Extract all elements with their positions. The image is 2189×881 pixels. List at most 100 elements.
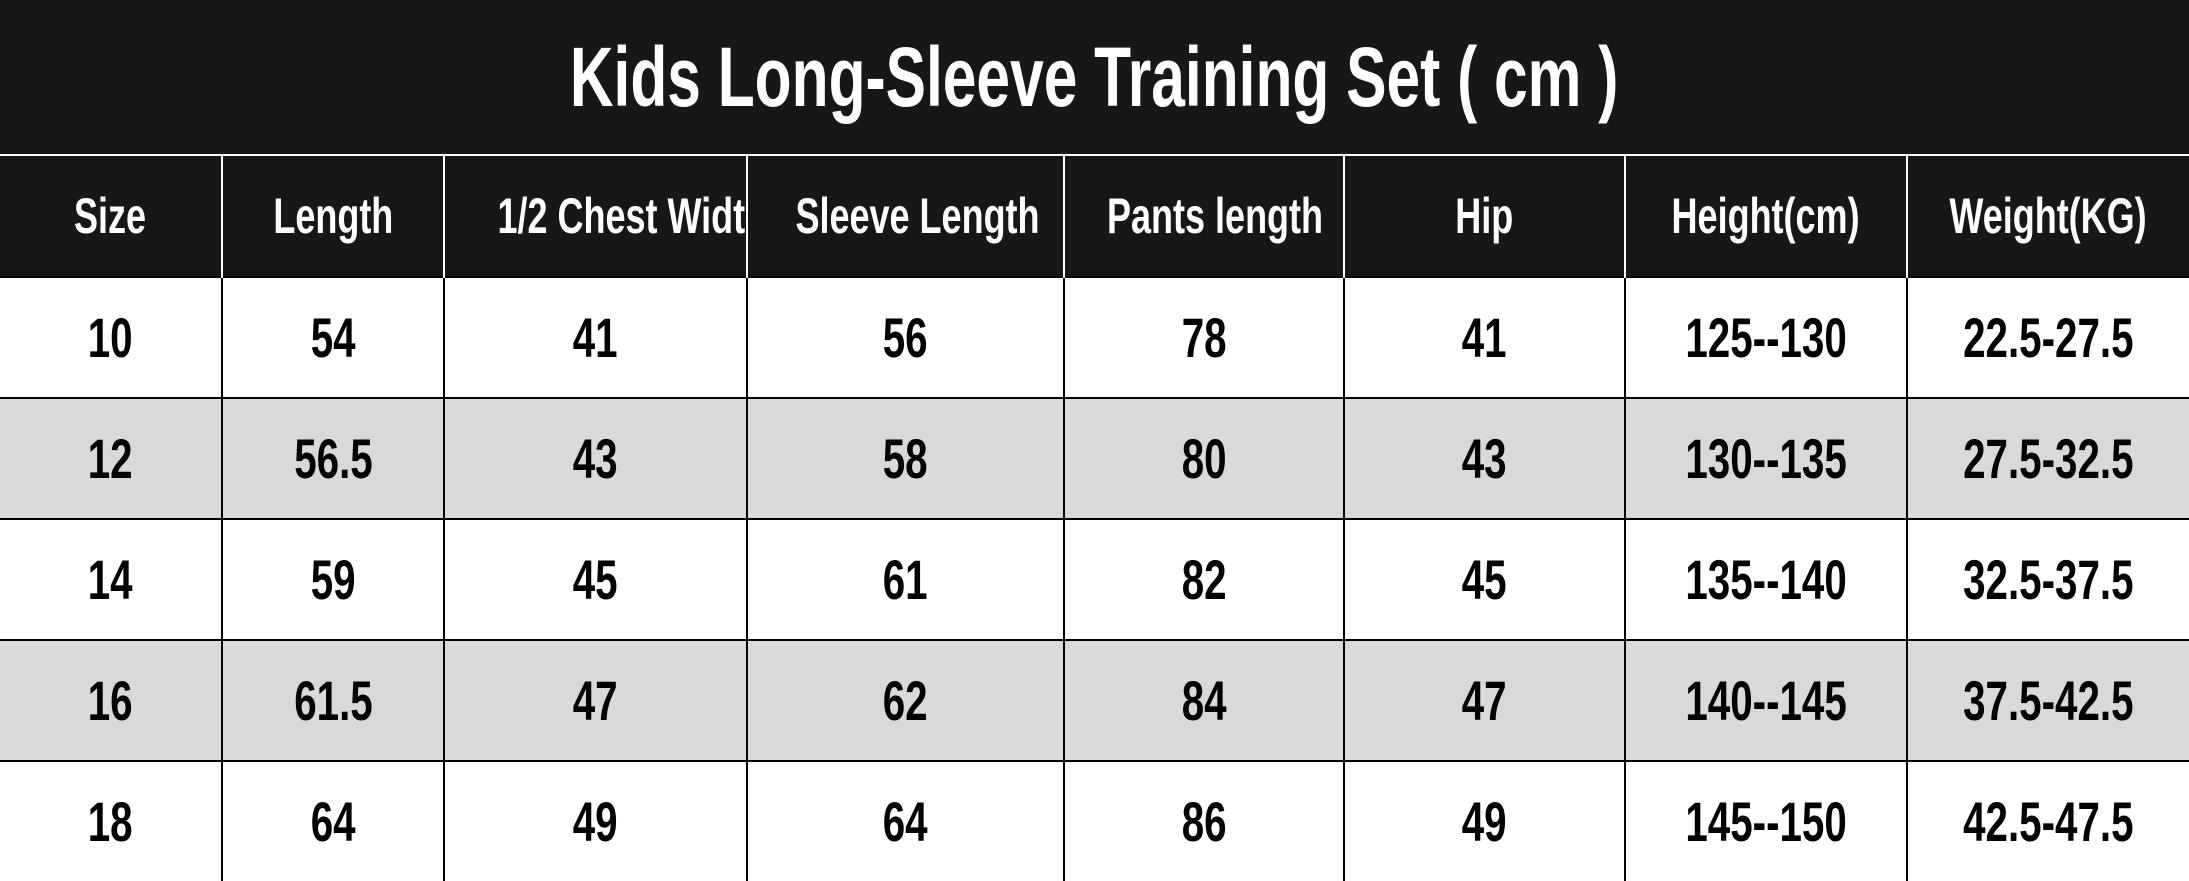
table-cell: 78 xyxy=(1063,276,1344,398)
cell-value: 56.5 xyxy=(293,427,373,490)
title-text: Kids Long-Sleeve Training Set ( cm ) xyxy=(570,29,1619,124)
table-cell: 32.5-37.5 xyxy=(1906,518,2189,640)
cell-value: 80 xyxy=(1181,427,1227,490)
cell-value: 82 xyxy=(1181,548,1227,611)
cell-value: 14 xyxy=(88,548,133,611)
table-cell: 12 xyxy=(0,397,222,519)
table-cell: 49 xyxy=(1343,760,1625,881)
column-header-label: Size xyxy=(74,188,147,244)
cell-value: 61 xyxy=(883,548,928,611)
table-cell: 43 xyxy=(443,397,747,519)
column-header-label: Length xyxy=(273,188,393,244)
table-cell: 45 xyxy=(443,518,747,640)
cell-value: 49 xyxy=(1462,790,1507,853)
table-cell: 130--135 xyxy=(1624,397,1907,519)
table-cell: 62 xyxy=(746,639,1064,761)
table-cell: 140--145 xyxy=(1624,639,1907,761)
table-row: 12 56.5 43 58 80 43 130--135 27.5-32.5 xyxy=(0,397,2189,519)
table-cell: 64 xyxy=(221,760,444,881)
cell-value: 43 xyxy=(1462,427,1507,490)
cell-value: 12 xyxy=(88,427,133,490)
cell-value: 41 xyxy=(1462,306,1507,369)
table-cell: 27.5-32.5 xyxy=(1906,397,2189,519)
table-cell: 22.5-27.5 xyxy=(1906,276,2189,398)
table-row: 18 64 49 64 86 49 145--150 42.5-47.5 xyxy=(0,760,2189,881)
cell-value: 64 xyxy=(883,790,928,853)
cell-value: 37.5-42.5 xyxy=(1963,669,2134,732)
size-chart-table: Size Length 1/2 Chest Width Sleeve Length Pa… xyxy=(0,156,2189,881)
cell-value: 43 xyxy=(573,427,618,490)
cell-value: 18 xyxy=(88,790,133,853)
cell-value: 27.5-32.5 xyxy=(1963,427,2134,490)
table-cell: 82 xyxy=(1063,518,1344,640)
table-cell: 125--130 xyxy=(1624,276,1907,398)
table-cell: 54 xyxy=(221,276,444,398)
column-header: Length xyxy=(221,156,444,277)
cell-value: 140--145 xyxy=(1685,669,1847,732)
cell-value: 42.5-47.5 xyxy=(1963,790,2134,853)
column-header-label: Weight(KG) xyxy=(1949,188,2148,244)
table-cell: 56 xyxy=(746,276,1064,398)
table-cell: 42.5-47.5 xyxy=(1906,760,2189,881)
table-cell: 84 xyxy=(1063,639,1344,761)
table-cell: 37.5-42.5 xyxy=(1906,639,2189,761)
table-cell: 47 xyxy=(443,639,747,761)
table-cell: 61 xyxy=(746,518,1064,640)
column-header-label: Pants length xyxy=(1107,188,1324,244)
table-cell: 43 xyxy=(1343,397,1625,519)
table-cell: 59 xyxy=(221,518,444,640)
table-cell: 135--140 xyxy=(1624,518,1907,640)
cell-value: 86 xyxy=(1181,790,1227,853)
table-cell: 58 xyxy=(746,397,1064,519)
table-cell: 80 xyxy=(1063,397,1344,519)
cell-value: 62 xyxy=(883,669,928,732)
cell-value: 125--130 xyxy=(1685,306,1847,369)
cell-value: 16 xyxy=(88,669,133,732)
cell-value: 61.5 xyxy=(293,669,373,732)
table-cell: 41 xyxy=(443,276,747,398)
column-header-label: Height(cm) xyxy=(1671,188,1860,244)
table-cell: 10 xyxy=(0,276,222,398)
table-cell: 41 xyxy=(1343,276,1625,398)
table-cell: 18 xyxy=(0,760,222,881)
table-cell: 47 xyxy=(1343,639,1625,761)
cell-value: 78 xyxy=(1181,306,1227,369)
table-cell: 145--150 xyxy=(1624,760,1907,881)
table-cell: 14 xyxy=(0,518,222,640)
cell-value: 47 xyxy=(573,669,618,732)
table-row: 16 61.5 47 62 84 47 140--145 37.5-42.5 xyxy=(0,639,2189,761)
table-title: Kids Long-Sleeve Training Set ( cm ) xyxy=(0,0,2189,156)
cell-value: 58 xyxy=(883,427,928,490)
cell-value: 130--135 xyxy=(1685,427,1847,490)
table-row: 14 59 45 61 82 45 135--140 32.5-37.5 xyxy=(0,518,2189,640)
header-row: Size Length 1/2 Chest Width Sleeve Length Pa… xyxy=(0,156,2189,277)
cell-value: 22.5-27.5 xyxy=(1963,306,2134,369)
column-header: Height(cm) xyxy=(1624,156,1907,277)
column-header: 1/2 Chest Width xyxy=(443,156,747,277)
cell-value: 59 xyxy=(310,548,356,611)
column-header: Pants length xyxy=(1063,156,1344,277)
table-cell: 45 xyxy=(1343,518,1625,640)
column-header: Weight(KG) xyxy=(1906,156,2189,277)
table-cell: 49 xyxy=(443,760,747,881)
column-header-label: Sleeve Length xyxy=(795,188,1040,244)
cell-value: 54 xyxy=(310,306,356,369)
column-header: Hip xyxy=(1343,156,1625,277)
cell-value: 41 xyxy=(573,306,618,369)
cell-value: 10 xyxy=(88,306,133,369)
cell-value: 56 xyxy=(883,306,928,369)
cell-value: 45 xyxy=(573,548,618,611)
cell-value: 45 xyxy=(1462,548,1507,611)
cell-value: 49 xyxy=(573,790,618,853)
cell-value: 84 xyxy=(1181,669,1227,732)
column-header-label: 1/2 Chest Width xyxy=(497,188,747,244)
table-cell: 86 xyxy=(1063,760,1344,881)
column-header-label: Hip xyxy=(1455,188,1514,244)
table-cell: 16 xyxy=(0,639,222,761)
table-cell: 61.5 xyxy=(221,639,444,761)
cell-value: 64 xyxy=(310,790,356,853)
cell-value: 145--150 xyxy=(1685,790,1847,853)
cell-value: 32.5-37.5 xyxy=(1963,548,2134,611)
column-header: Sleeve Length xyxy=(746,156,1064,277)
column-header: Size xyxy=(0,156,222,277)
